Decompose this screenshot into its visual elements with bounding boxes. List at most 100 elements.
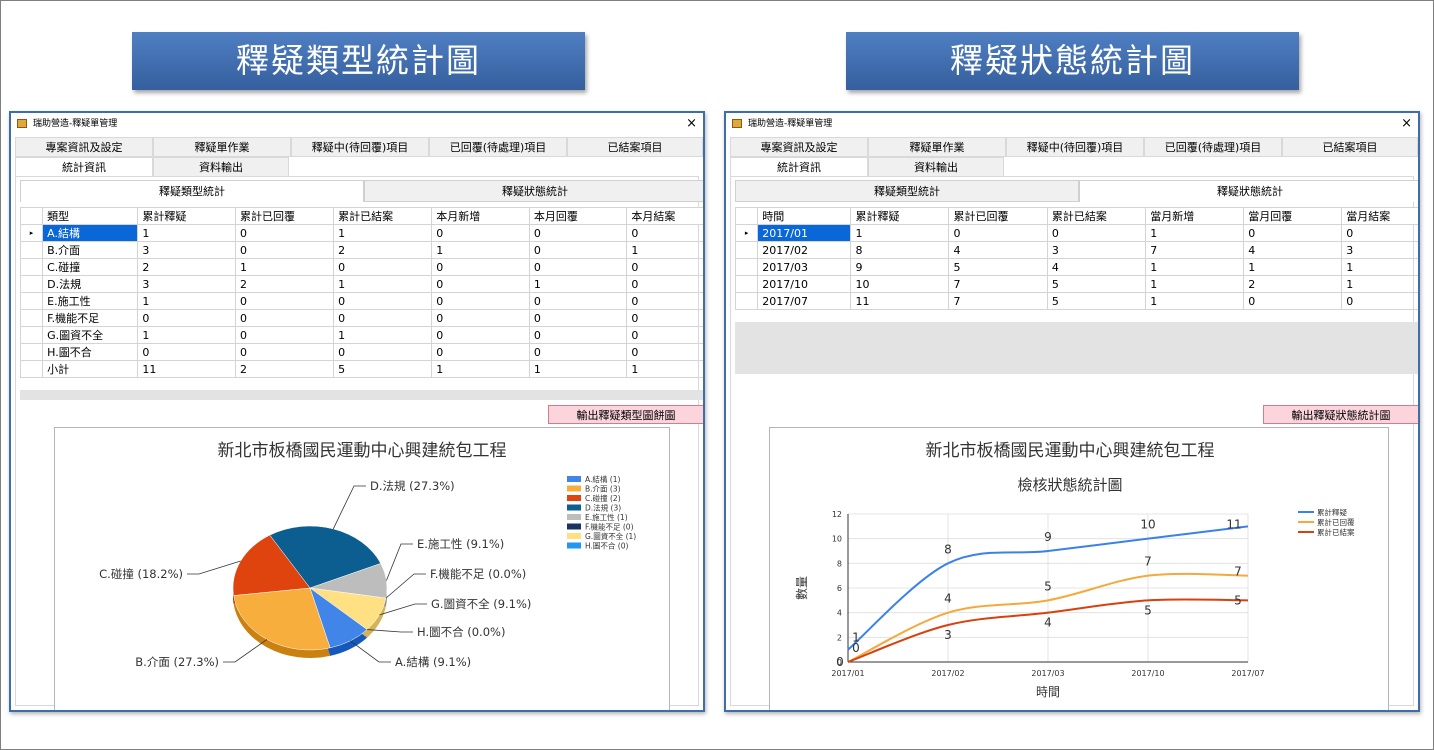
table-cell[interactable]: H.圖不合 (42, 343, 139, 361)
table-cell[interactable]: 0 (626, 326, 703, 344)
table-cell[interactable]: 0 (948, 224, 1048, 242)
column-header[interactable]: 本月新增 (431, 207, 530, 225)
tab-replied[interactable]: 已回覆(待處理)項目 (1144, 137, 1282, 157)
table-cell[interactable]: 1 (137, 326, 237, 344)
table-cell[interactable]: 4 (948, 241, 1048, 259)
table-cell[interactable]: 7 (948, 292, 1048, 310)
table-cell[interactable]: 2017/03 (757, 258, 852, 276)
table-cell[interactable]: 1 (1341, 258, 1418, 276)
table-cell[interactable]: 4 (1243, 241, 1343, 259)
tab-closed[interactable]: 已結案項目 (1282, 137, 1418, 157)
row-header[interactable] (19, 258, 44, 276)
table-cell[interactable]: 5 (333, 360, 433, 378)
column-header[interactable]: 時間 (757, 207, 852, 225)
table-cell[interactable]: 0 (528, 241, 628, 259)
column-header[interactable]: 本月結案 (626, 207, 703, 225)
table-cell[interactable]: 0 (235, 326, 335, 344)
table-cell[interactable]: 0 (528, 292, 628, 310)
table-cell[interactable]: 2 (137, 258, 237, 276)
table-cell[interactable]: 0 (333, 343, 433, 361)
table-cell[interactable]: 7 (1145, 241, 1245, 259)
table-cell[interactable]: 3 (1341, 241, 1418, 259)
table-cell[interactable]: 0 (528, 258, 628, 276)
table-cell[interactable]: 1 (1341, 275, 1418, 293)
table-cell[interactable]: 2 (235, 275, 335, 293)
column-header[interactable]: 累計已回覆 (235, 207, 335, 225)
table-cell[interactable]: 3 (137, 275, 237, 293)
table-cell[interactable]: 1 (431, 241, 530, 259)
table-row[interactable]: 2017/10 10 7 5 1 2 1 (734, 275, 1418, 293)
table-row[interactable]: G.圖資不全 1 0 1 0 0 0 (19, 326, 703, 344)
table-cell[interactable]: 1 (333, 275, 433, 293)
table-cell[interactable]: 0 (431, 258, 530, 276)
pie-slice[interactable] (269, 525, 382, 589)
tab-pending-reply[interactable]: 釋疑中(待回覆)項目 (1006, 137, 1144, 157)
table-cell[interactable]: E.施工性 (42, 292, 139, 310)
table-cell[interactable]: 1 (1145, 258, 1245, 276)
tab-data-output[interactable]: 資料輸出 (868, 157, 1004, 177)
export-pie-chart-button[interactable]: 輸出釋疑類型圖餅圖 (548, 405, 703, 424)
table-row[interactable]: ▸ A.結構 1 0 1 0 0 0 (19, 224, 703, 242)
table-cell[interactable]: 0 (431, 326, 530, 344)
table-cell[interactable]: 1 (528, 275, 628, 293)
table-cell[interactable]: 1 (1145, 292, 1245, 310)
table-cell[interactable]: 1 (1145, 224, 1245, 242)
table-cell[interactable]: 0 (1341, 292, 1418, 310)
column-header[interactable]: 當月新增 (1145, 207, 1245, 225)
row-header[interactable] (19, 360, 44, 378)
table-row[interactable]: 2017/07 11 7 5 1 0 0 (734, 292, 1418, 310)
table-row[interactable]: ▸ 2017/01 1 0 0 1 0 0 (734, 224, 1418, 242)
table-cell[interactable]: 小計 (42, 360, 139, 378)
table-row[interactable]: F.機能不足 0 0 0 0 0 0 (19, 309, 703, 327)
row-header[interactable] (734, 292, 759, 310)
table-cell[interactable]: 2017/02 (757, 241, 852, 259)
table-cell[interactable]: 1 (137, 292, 237, 310)
close-icon[interactable]: × (1401, 116, 1412, 131)
table-cell[interactable]: 0 (528, 224, 628, 242)
pie-slice[interactable] (232, 534, 311, 596)
table-cell[interactable]: 11 (850, 292, 950, 310)
close-icon[interactable]: × (686, 116, 697, 131)
table-cell[interactable]: 0 (333, 258, 433, 276)
tab-statistics[interactable]: 統計資訊 (730, 157, 868, 177)
table-row[interactable]: 2017/02 8 4 3 7 4 3 (734, 241, 1418, 259)
column-header[interactable]: 累計釋疑 (850, 207, 950, 225)
table-cell[interactable]: D.法規 (42, 275, 139, 293)
table-cell[interactable]: 1 (626, 360, 703, 378)
tab-closed[interactable]: 已結案項目 (567, 137, 703, 157)
table-cell[interactable]: 2017/01 (757, 224, 852, 242)
table-cell[interactable]: G.圖資不全 (42, 326, 139, 344)
table-cell[interactable]: 4 (1046, 258, 1147, 276)
table-cell[interactable]: 0 (626, 309, 703, 327)
table-row[interactable]: B.介面 3 0 2 1 0 1 (19, 241, 703, 259)
table-cell[interactable]: 0 (137, 309, 237, 327)
table-cell[interactable]: 11 (137, 360, 237, 378)
table-cell[interactable]: 9 (850, 258, 950, 276)
tab-data-output[interactable]: 資料輸出 (153, 157, 289, 177)
tab-project-settings[interactable]: 專案資訊及設定 (730, 137, 868, 157)
column-header[interactable]: 當月結案 (1341, 207, 1418, 225)
column-header[interactable]: 累計釋疑 (137, 207, 237, 225)
table-cell[interactable]: 0 (431, 343, 530, 361)
row-header[interactable] (19, 343, 44, 361)
table-cell[interactable]: 0 (333, 309, 433, 327)
table-cell[interactable]: 1 (137, 224, 237, 242)
table-cell[interactable]: 5 (1046, 292, 1147, 310)
table-cell[interactable]: 0 (528, 309, 628, 327)
table-cell[interactable]: 0 (235, 309, 335, 327)
table-cell[interactable]: 0 (235, 224, 335, 242)
table-cell[interactable]: 0 (235, 343, 335, 361)
table-cell[interactable]: 1 (626, 241, 703, 259)
table-cell[interactable]: F.機能不足 (42, 309, 139, 327)
table-cell[interactable]: 2 (235, 360, 335, 378)
table-cell[interactable]: 0 (528, 343, 628, 361)
subtab-status-stats[interactable]: 釋疑狀態統計 (364, 180, 703, 202)
subtab-status-stats[interactable]: 釋疑狀態統計 (1079, 180, 1418, 202)
table-cell[interactable]: 8 (850, 241, 950, 259)
table-cell[interactable]: 0 (431, 292, 530, 310)
table-cell[interactable]: 1 (1243, 258, 1343, 276)
table-cell[interactable]: 1 (528, 360, 628, 378)
table-cell[interactable]: 1 (333, 224, 433, 242)
table-cell[interactable]: 2017/07 (757, 292, 852, 310)
tab-query-work[interactable]: 釋疑單作業 (153, 137, 291, 157)
